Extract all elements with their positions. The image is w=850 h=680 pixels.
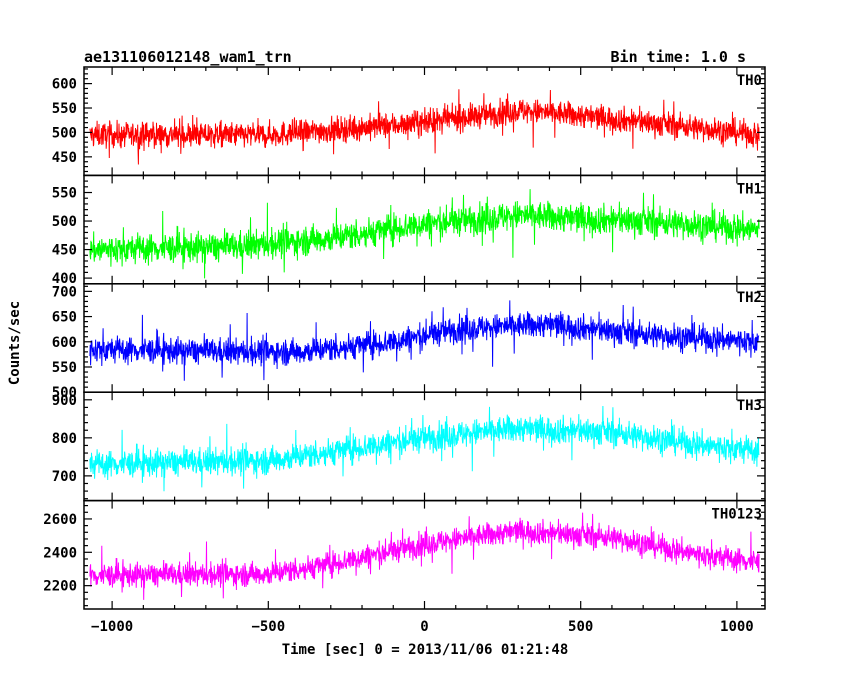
series-trace-th2: [89, 300, 760, 381]
y-tick-label: 700: [52, 284, 77, 300]
series-trace-th3: [89, 405, 760, 492]
x-tick-label: −1000: [91, 619, 133, 635]
y-tick-label: 500: [52, 214, 77, 230]
panel-label-th3: TH3: [737, 398, 762, 414]
y-tick-label: 900: [52, 393, 77, 409]
chart-title: ae131106012148_wam1_trn: [84, 48, 292, 66]
y-tick-label: 500: [52, 125, 77, 141]
y-tick-label: 550: [52, 186, 77, 202]
x-tick-label: 500: [568, 619, 593, 635]
series-trace-th0: [89, 89, 760, 165]
panel-label-th2: TH2: [737, 290, 762, 306]
x-tick-label: 1000: [720, 619, 754, 635]
series-trace-th1: [89, 189, 760, 279]
x-tick-label: 0: [420, 619, 428, 635]
panel-label-th1: TH1: [737, 181, 762, 197]
panel-label-th0: TH0: [737, 73, 762, 89]
y-tick-label: 2600: [43, 512, 77, 528]
y-tick-label: 550: [52, 360, 77, 376]
panels-group: 450 500 550 600 TH0 400 450 500 550 TH1 500 550 600 6…: [43, 66, 766, 635]
y-tick-label: 400: [52, 271, 77, 287]
series-trace-th0123: [89, 512, 760, 600]
panel-label-th0123: TH0123: [711, 507, 762, 523]
y-tick-label: 450: [52, 150, 77, 166]
panel-frame-th1: [83, 174, 766, 285]
y-tick-label: 450: [52, 243, 77, 259]
y-tick-label: 600: [52, 335, 77, 351]
x-axis-label: Time [sec] 0 = 2013/11/06 01:21:48: [282, 642, 569, 658]
y-tick-label: 650: [52, 310, 77, 326]
y-tick-label: 2200: [43, 579, 77, 595]
y-axis-label: Counts/sec: [7, 301, 23, 385]
y-tick-label: 550: [52, 101, 77, 117]
y-tick-label: 2400: [43, 545, 77, 561]
bin-time-label: Bin time: 1.0 s: [611, 48, 746, 66]
y-tick-label: 700: [52, 469, 77, 485]
y-tick-label: 800: [52, 431, 77, 447]
y-tick-label: 600: [52, 77, 77, 93]
x-tick-label: −500: [251, 619, 285, 635]
y-tick-label: 500: [52, 385, 77, 401]
